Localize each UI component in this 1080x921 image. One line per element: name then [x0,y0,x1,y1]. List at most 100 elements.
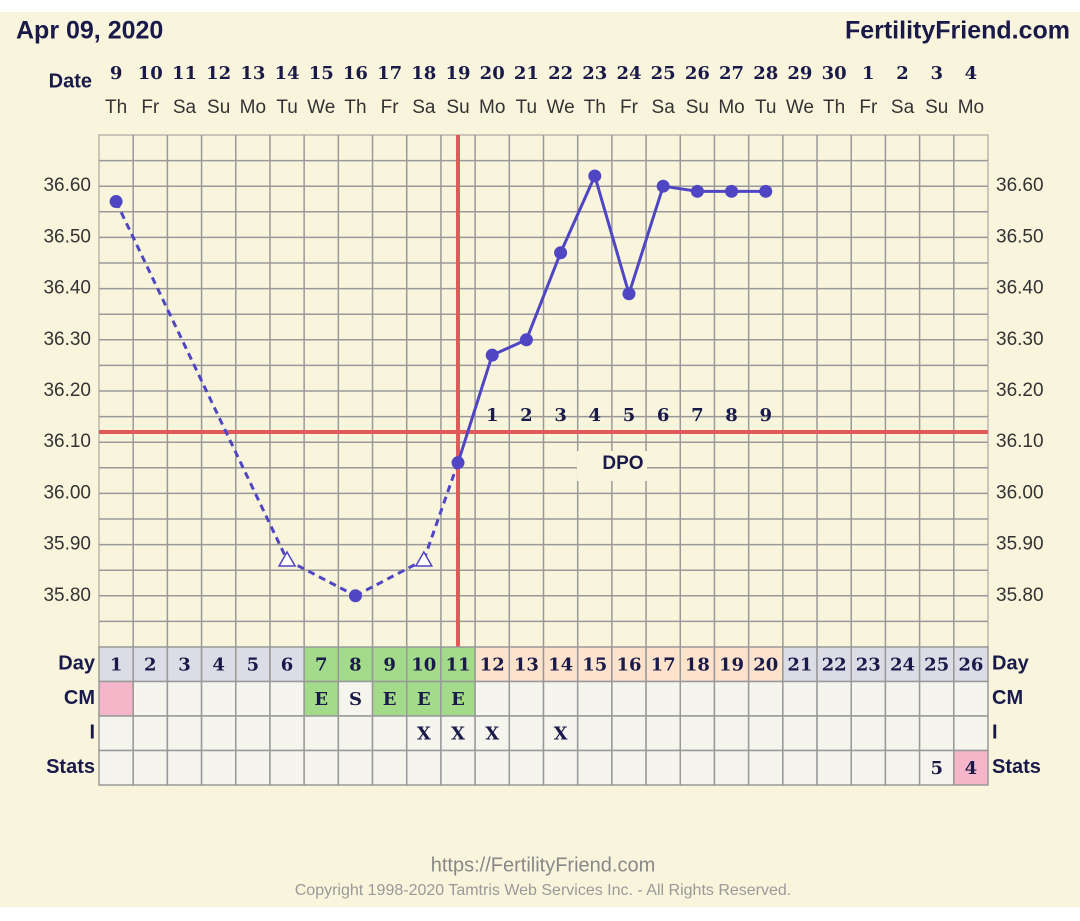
dpo-label: 4 [589,405,602,426]
table-cell [713,749,750,786]
row-label: I [89,722,95,744]
x-label: Date [49,70,92,92]
x-tick-label: 23 [582,63,607,84]
y-tick-label: 36.20 [996,380,1044,401]
x-tick-label: 16 [343,63,368,84]
y-tick-label: 36.60 [43,175,91,196]
cell-text: 23 [856,654,881,675]
table-cell [713,646,750,683]
y-tick-label: 36.30 [996,329,1044,350]
temp-point [109,195,123,209]
table-cell [747,749,784,786]
weekday-label: Th [823,97,845,118]
table-cell [166,646,203,683]
cell-text: X [451,723,465,744]
temp-point [656,179,670,193]
table-cell [884,680,921,717]
weekday-label: Th [105,97,127,118]
x-tick-label: 15 [309,63,334,84]
cell-text: 5 [247,654,260,675]
table-cell [850,715,887,752]
weekday-label: Mo [479,97,505,118]
cell-text: 7 [315,654,328,675]
table-cell [645,715,682,752]
cell-text: 26 [958,654,983,675]
cell-text: 21 [787,654,812,675]
table-cell [576,680,613,717]
dpo-label: 8 [725,405,738,426]
y-tick-label: 35.90 [996,534,1044,555]
weekday-label: We [786,97,814,118]
table-cell [371,749,408,786]
weekday-label: Sa [891,97,915,118]
table-cell [611,680,647,717]
cell-text: S [349,689,362,710]
table-cell [953,715,989,752]
table-cell [782,715,818,752]
weekday-label: Mo [718,97,744,118]
temp-point [485,348,499,362]
x-tick-label: 2 [896,63,909,84]
open-point [414,550,434,567]
dpo-title: DPO [602,453,643,474]
table-cell [884,715,921,752]
cell-text: 3 [178,654,191,675]
x-tick-label: 13 [240,63,265,84]
table-cell [337,749,374,786]
table-cell [440,680,476,717]
y-tick-label: 36.00 [996,482,1044,503]
table-cell [918,646,955,683]
table-cell [269,646,305,683]
y-tick-label: 36.10 [996,431,1044,452]
y-tick-label: 36.10 [43,431,91,452]
x-tick-label: 19 [445,63,470,84]
weekday-label: We [307,97,335,118]
temp-line [114,200,289,561]
x-tick-label: 3 [930,63,943,84]
cell-text: 8 [349,654,362,675]
cell-text: 24 [890,654,915,675]
table-cell [713,715,750,752]
weekday-label: Su [686,97,709,118]
temp-line [593,175,631,295]
table-cell [405,715,442,752]
row-label: I [992,722,998,744]
temp-point [554,246,568,260]
weekday-label: Sa [173,97,197,118]
cell-text: 17 [651,654,676,675]
weekday-label: Su [207,97,230,118]
dpo-box [577,451,647,481]
table-cell [611,715,647,752]
open-point [277,550,297,567]
temp-point [348,589,362,603]
table-cell [474,646,511,683]
table-cell [918,715,955,752]
table-cell [474,749,511,786]
weekday-label: Tu [516,97,537,118]
weekday-label: Th [344,97,366,118]
weekday-label: Sa [652,97,676,118]
table-cell [200,749,237,786]
row-label: Stats [46,756,95,778]
copyright: Copyright 1998-2020 Tamtris Web Services… [295,882,792,899]
y-tick-label: 36.40 [43,278,91,299]
table-cell [850,680,887,717]
table-cell [679,680,716,717]
temp-line [559,175,597,254]
weekday-label: We [547,97,575,118]
weekday-label: Fr [859,97,878,118]
table-cell [782,646,818,683]
weekday-label: Th [584,97,606,118]
table-cell [816,680,852,717]
x-tick-label: 14 [275,63,300,84]
table-cell [200,680,237,717]
cell-text: 14 [548,654,573,675]
y-tick-label: 36.60 [996,175,1044,196]
x-tick-label: 28 [753,63,778,84]
temp-line [627,185,665,295]
x-tick-label: 1 [862,63,875,84]
table-cell [953,680,989,717]
cell-text: 12 [480,654,505,675]
table-cell [542,680,579,717]
x-tick-label: 29 [787,63,812,84]
